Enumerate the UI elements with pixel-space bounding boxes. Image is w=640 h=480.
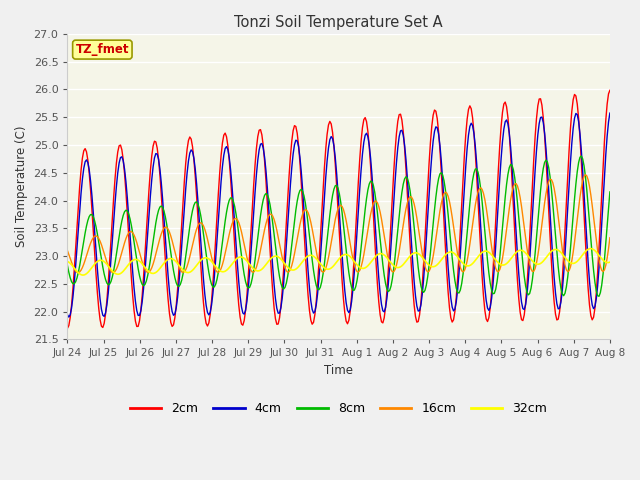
- 32cm: [406, 253, 414, 259]
- 4cm: [606, 110, 614, 116]
- 32cm: [587, 246, 595, 252]
- 8cm: [129, 230, 136, 236]
- 8cm: [241, 272, 248, 277]
- Legend: 2cm, 4cm, 8cm, 16cm, 32cm: 2cm, 4cm, 8cm, 16cm, 32cm: [125, 397, 552, 420]
- 4cm: [130, 286, 138, 291]
- 16cm: [606, 235, 614, 240]
- 32cm: [130, 257, 138, 263]
- 2cm: [278, 287, 286, 293]
- 16cm: [406, 194, 414, 200]
- 16cm: [280, 261, 287, 266]
- 8cm: [606, 189, 614, 195]
- 8cm: [278, 285, 286, 290]
- 32cm: [606, 259, 614, 265]
- 2cm: [63, 325, 71, 331]
- 16cm: [460, 269, 467, 275]
- 4cm: [460, 206, 467, 212]
- 4cm: [63, 312, 71, 318]
- 32cm: [280, 259, 287, 265]
- 16cm: [130, 232, 138, 238]
- Line: 32cm: 32cm: [67, 249, 610, 275]
- 4cm: [65, 314, 73, 320]
- 4cm: [456, 251, 464, 256]
- Text: TZ_fmet: TZ_fmet: [76, 43, 129, 56]
- 4cm: [242, 307, 250, 313]
- 8cm: [458, 281, 465, 287]
- 2cm: [129, 293, 136, 299]
- 8cm: [405, 180, 413, 186]
- Y-axis label: Soil Temperature (C): Soil Temperature (C): [15, 126, 28, 247]
- 4cm: [280, 281, 287, 287]
- 16cm: [74, 270, 82, 276]
- 32cm: [460, 261, 467, 266]
- 4cm: [406, 217, 414, 223]
- 8cm: [577, 153, 585, 159]
- 16cm: [63, 248, 71, 253]
- 8cm: [63, 263, 71, 268]
- 8cm: [595, 293, 603, 299]
- Title: Tonzi Soil Temperature Set A: Tonzi Soil Temperature Set A: [234, 15, 443, 30]
- 2cm: [606, 87, 614, 93]
- X-axis label: Time: Time: [324, 364, 353, 377]
- 32cm: [242, 257, 250, 263]
- Line: 2cm: 2cm: [67, 90, 610, 328]
- 2cm: [405, 215, 413, 221]
- 16cm: [242, 248, 250, 254]
- 16cm: [582, 172, 589, 178]
- 32cm: [79, 272, 86, 278]
- Line: 4cm: 4cm: [67, 113, 610, 317]
- 2cm: [241, 318, 248, 324]
- 2cm: [458, 201, 465, 207]
- 32cm: [456, 257, 464, 263]
- Line: 8cm: 8cm: [67, 156, 610, 296]
- Line: 16cm: 16cm: [67, 175, 610, 273]
- 8cm: [455, 290, 463, 296]
- 16cm: [456, 264, 464, 270]
- 2cm: [455, 252, 463, 258]
- 32cm: [63, 259, 71, 264]
